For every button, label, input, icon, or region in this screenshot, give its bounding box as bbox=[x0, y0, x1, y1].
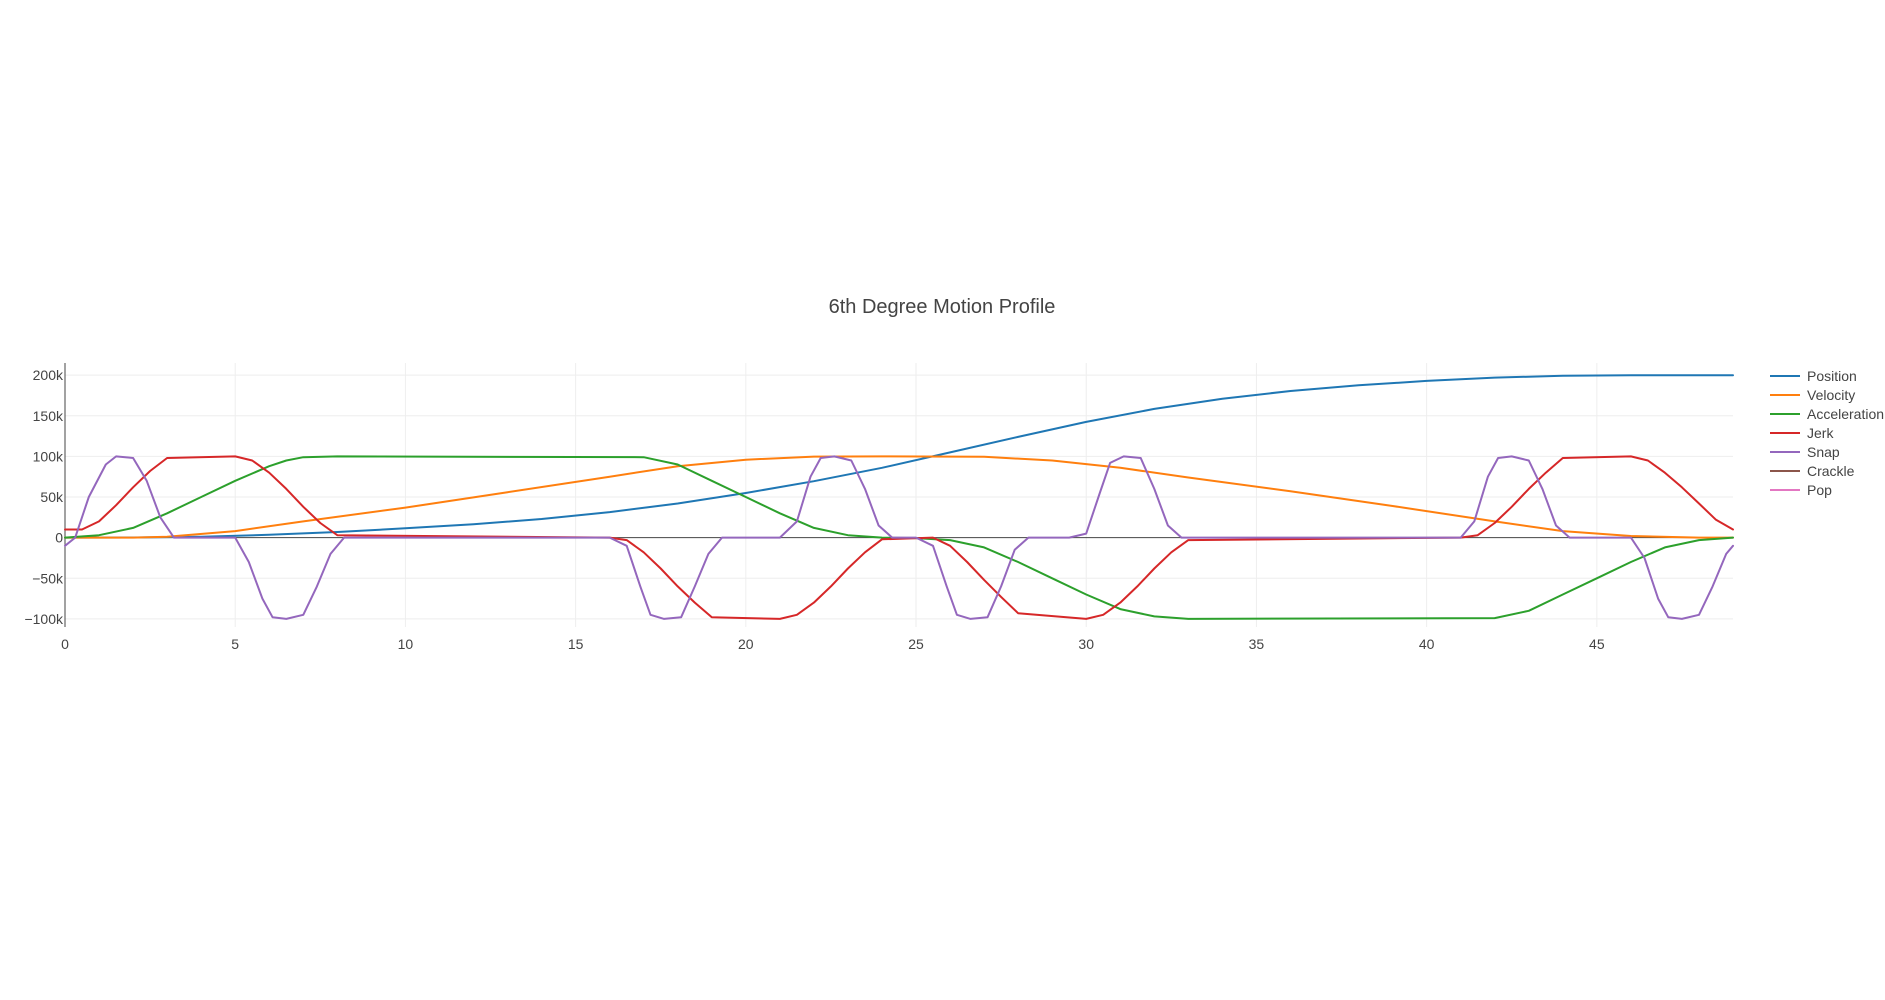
legend-item-position[interactable]: Position bbox=[1770, 368, 1857, 384]
y-tick-label: 200k bbox=[33, 367, 64, 383]
legend-label: Jerk bbox=[1807, 425, 1834, 441]
legend-label: Crackle bbox=[1807, 463, 1855, 479]
x-tick-label: 5 bbox=[231, 636, 239, 652]
legend-item-jerk[interactable]: Jerk bbox=[1770, 425, 1834, 441]
y-tick-label: −50k bbox=[32, 570, 64, 586]
y-tick-label: 0 bbox=[55, 530, 63, 546]
y-tick-label: 50k bbox=[40, 489, 64, 505]
legend-item-acceleration[interactable]: Acceleration bbox=[1770, 406, 1884, 422]
legend-label: Velocity bbox=[1807, 387, 1855, 403]
x-tick-label: 35 bbox=[1249, 636, 1265, 652]
series-line-jerk bbox=[64, 455, 1734, 620]
legend-label: Snap bbox=[1807, 444, 1840, 460]
y-tick-label: 150k bbox=[33, 408, 64, 424]
x-tick-label: 45 bbox=[1589, 636, 1605, 652]
legend-label: Acceleration bbox=[1807, 406, 1884, 422]
chart-title: 6th Degree Motion Profile bbox=[829, 296, 1056, 318]
x-tick-label: 20 bbox=[738, 636, 754, 652]
legend-item-snap[interactable]: Snap bbox=[1770, 444, 1840, 460]
legend-item-pop[interactable]: Pop bbox=[1770, 482, 1832, 498]
x-tick-label: 10 bbox=[398, 636, 414, 652]
series-line-position bbox=[64, 374, 1734, 539]
legend-item-crackle[interactable]: Crackle bbox=[1770, 463, 1855, 479]
legend-item-velocity[interactable]: Velocity bbox=[1770, 387, 1855, 403]
series-line-velocity bbox=[64, 455, 1734, 539]
x-tick-label: 15 bbox=[568, 636, 584, 652]
y-tick-label: −100k bbox=[24, 611, 64, 627]
series-line-snap bbox=[64, 455, 1734, 620]
x-tick-label: 40 bbox=[1419, 636, 1435, 652]
y-tick-label: 100k bbox=[33, 448, 64, 464]
legend[interactable]: Position Velocity Acceleration Jerk Snap Crac… bbox=[1770, 368, 1884, 498]
x-tick-label: 25 bbox=[908, 636, 924, 652]
x-tick-label: 0 bbox=[61, 636, 69, 652]
legend-label: Pop bbox=[1807, 482, 1832, 498]
axes: 0 5 10 15 20 25 30 35 40 45 −100k −50k 0 50k 100k 150k 2… bbox=[24, 363, 1605, 652]
x-tick-label: 30 bbox=[1078, 636, 1094, 652]
legend-label: Position bbox=[1807, 368, 1857, 384]
series-line-acceleration bbox=[64, 455, 1734, 620]
series-lines bbox=[64, 374, 1734, 620]
